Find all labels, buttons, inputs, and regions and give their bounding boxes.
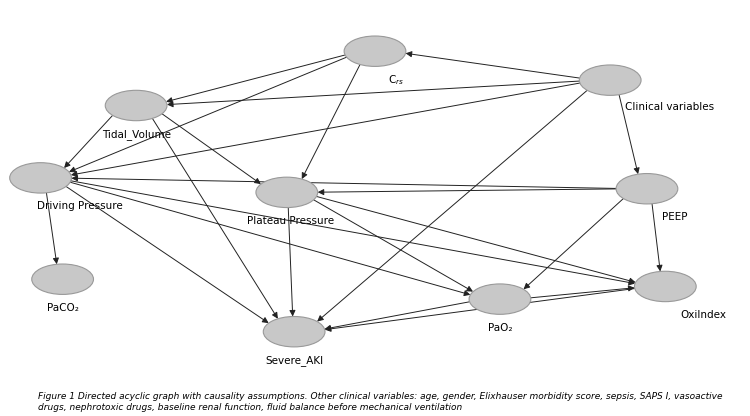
Text: Plateau Pressure: Plateau Pressure	[247, 216, 334, 226]
Ellipse shape	[105, 90, 167, 121]
Text: Severe_AKI: Severe_AKI	[265, 355, 323, 366]
Text: C$_{rs}$: C$_{rs}$	[388, 73, 404, 87]
Ellipse shape	[469, 284, 531, 314]
Text: Clinical variables: Clinical variables	[625, 102, 714, 112]
Text: PaO₂: PaO₂	[488, 323, 512, 333]
Text: Tidal_Volume: Tidal_Volume	[102, 129, 170, 140]
Text: Figure 1 Directed acyclic graph with causality assumptions. Other clinical varia: Figure 1 Directed acyclic graph with cau…	[38, 392, 722, 412]
Ellipse shape	[263, 317, 325, 347]
Ellipse shape	[256, 177, 318, 208]
Ellipse shape	[10, 163, 71, 193]
Ellipse shape	[616, 173, 678, 204]
Text: PaCO₂: PaCO₂	[46, 303, 79, 313]
Ellipse shape	[344, 36, 406, 67]
Ellipse shape	[579, 65, 641, 95]
Ellipse shape	[634, 271, 696, 302]
Ellipse shape	[32, 264, 94, 295]
Text: OxiIndex: OxiIndex	[680, 310, 726, 320]
Text: Driving Pressure: Driving Pressure	[37, 201, 123, 211]
Text: PEEP: PEEP	[662, 212, 687, 222]
